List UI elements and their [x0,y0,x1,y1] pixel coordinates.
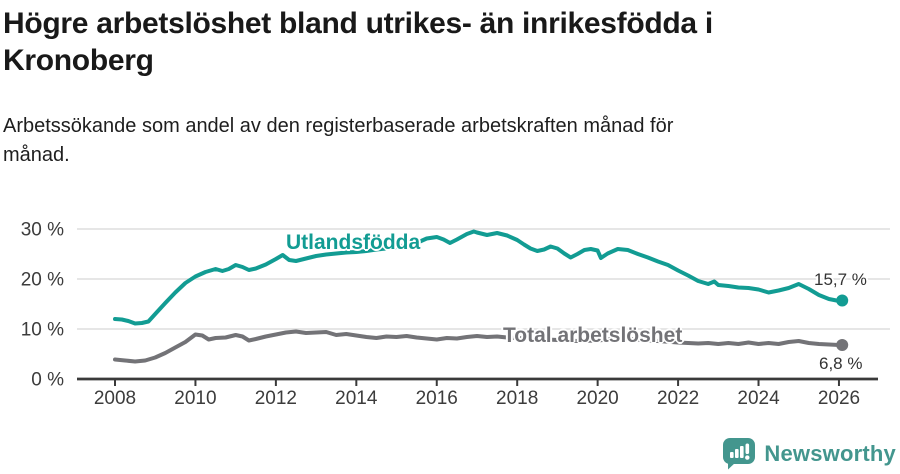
x-tick-label: 2026 [818,388,860,409]
x-tick-label: 2022 [657,388,699,409]
page-title: Högre arbetslöshet bland utrikes- än inr… [3,5,713,79]
page-subtitle: Arbetssökande som andel av den registerb… [3,112,673,170]
x-tick-label: 2016 [416,388,458,409]
series-line-0 [113,229,845,326]
page-title-line2: Kronoberg [3,44,154,77]
x-tick-label: 2010 [174,388,216,409]
end-value-label-total-arbetsloshet: 6,8 % [819,354,863,373]
x-tick-label: 2008 [94,388,136,409]
series-end-dot-1 [836,339,849,351]
brand-name: Newsworthy [764,441,896,466]
page-title-line1: Högre arbetslöshet bland utrikes- än inr… [3,7,713,40]
x-tick-label: 2018 [496,388,538,409]
series-label-utlandsfodda: Utlandsfödda [286,231,421,254]
y-tick-label: 10 % [21,320,64,341]
y-tick-label: 30 % [21,220,64,241]
newsworthy-logo-icon [723,438,756,470]
series-line-1 [113,329,845,364]
x-tick-label: 2020 [576,388,618,409]
y-tick-label: 0 % [31,370,64,391]
series-end-dot-0 [836,294,849,307]
series-label-total-arbetsloshet: Total arbetslöshet [503,324,683,347]
x-tick-label: 2014 [335,388,378,409]
end-value-label-utlandsfodda: 15,7 % [814,270,867,289]
y-tick-label: 20 % [21,270,64,291]
x-tick-label: 2024 [737,388,780,409]
page-subtitle-line2: månad. [3,144,70,166]
footer-brand: Newsworthy [722,438,896,470]
page-subtitle-line1: Arbetssökande som andel av den registerb… [3,115,674,137]
x-tick-label: 2012 [255,388,297,409]
